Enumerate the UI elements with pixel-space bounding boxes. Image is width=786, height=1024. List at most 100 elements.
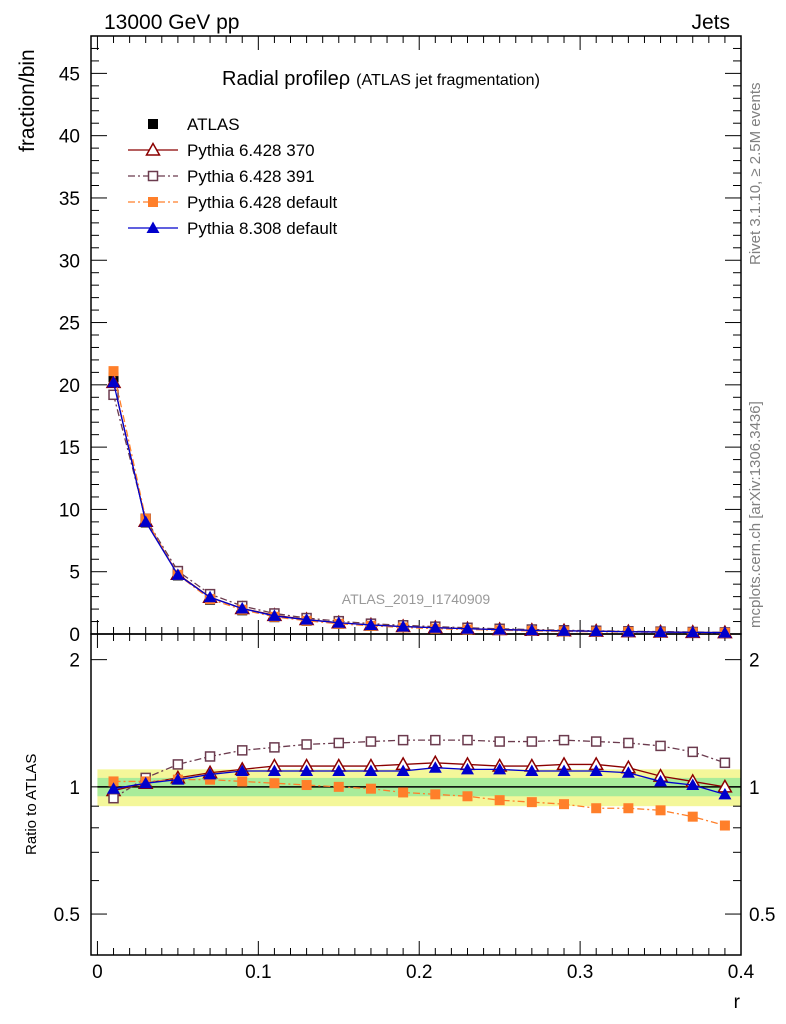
series-3-ratio-line bbox=[113, 779, 726, 827]
series-2-ratio-point bbox=[558, 734, 570, 746]
series-4-main-point bbox=[171, 568, 185, 580]
series-2-ratio-point bbox=[719, 757, 731, 769]
series-3-ratio-point bbox=[398, 787, 409, 798]
series-4-ratio-point bbox=[589, 764, 603, 777]
main-y-tick-label: 30 bbox=[59, 251, 80, 272]
main-axes: 0 5 10 15 20 25 30 35 40 45 bbox=[59, 35, 742, 646]
series-4-ratio-point bbox=[235, 764, 249, 777]
series-2-ratio-point bbox=[333, 737, 345, 749]
series-3-ratio-point bbox=[591, 803, 602, 814]
x-tick-label: 0.1 bbox=[245, 962, 271, 983]
series-3-ratio-point bbox=[462, 791, 473, 802]
chart-subtitle: (ATLAS jet fragmentation) bbox=[356, 72, 540, 89]
ratio-y-tick-label: 1 bbox=[69, 778, 80, 799]
series-3-ratio-point bbox=[430, 789, 441, 800]
legend-item: ATLAS bbox=[148, 115, 240, 134]
series-4-main-point bbox=[718, 626, 732, 638]
series-3-ratio-point bbox=[623, 803, 634, 814]
main-ylabel: fraction/bin bbox=[16, 49, 39, 152]
legend-marker bbox=[147, 170, 159, 182]
series-2-ratio-point bbox=[365, 736, 377, 747]
series-3-ratio-point bbox=[333, 781, 344, 792]
x-tick-label: 0.4 bbox=[728, 962, 755, 983]
series-2-ratio-point bbox=[108, 792, 119, 804]
series-4-main-point bbox=[589, 624, 603, 637]
ratio-ylabel: Ratio to ATLAS bbox=[23, 754, 40, 855]
ratio-series bbox=[97, 734, 741, 831]
series-2-main-point bbox=[108, 389, 119, 401]
main-y-tick-label: 25 bbox=[59, 314, 80, 335]
x-tick-label: 0.2 bbox=[406, 962, 432, 983]
series-4-ratio-point bbox=[525, 764, 539, 777]
series-4-main-point bbox=[686, 625, 700, 638]
main-y-tick-label: 45 bbox=[59, 64, 80, 85]
xlabel: r bbox=[734, 992, 741, 1013]
main-y-tick-label: 15 bbox=[59, 438, 80, 459]
series-4-main-point bbox=[428, 621, 442, 633]
series-4-ratio-point bbox=[107, 782, 121, 794]
mcplots-label: mcplots.cern.ch [arXiv:1306.3436] bbox=[747, 401, 764, 628]
series-4-main-point bbox=[493, 623, 507, 635]
series-4-ratio-point bbox=[267, 764, 281, 777]
legend-marker bbox=[146, 221, 160, 233]
ratio-y-tick-label-right: 0.5 bbox=[749, 905, 775, 926]
series-4-ratio-point bbox=[428, 761, 442, 773]
series-4-ratio-point bbox=[686, 778, 700, 791]
series-4-main-point bbox=[203, 590, 217, 603]
chart-title: Radial profileρ (ATLAS jet fragmentation) bbox=[222, 68, 540, 90]
process-label: Jets bbox=[691, 11, 730, 34]
series-4-main-point bbox=[139, 515, 153, 527]
series-4-main-point bbox=[235, 601, 249, 614]
series-2-ratio-line bbox=[113, 739, 726, 799]
legend-label: Pythia 6.428 default bbox=[187, 193, 338, 212]
x-tick-label: 0 bbox=[92, 962, 103, 983]
series-4-ratio-point bbox=[171, 773, 185, 785]
series-2-ratio-point bbox=[462, 734, 473, 746]
legend-item: Pythia 6.428 391 bbox=[128, 167, 315, 186]
series-2-ratio-point bbox=[623, 737, 634, 749]
series-2-ratio-point bbox=[204, 751, 216, 762]
chart-title-main: Radial profile bbox=[222, 68, 339, 90]
energy-label: 13000 GeV pp bbox=[104, 11, 239, 34]
analysis-watermark: ATLAS_2019_I1740909 bbox=[342, 591, 491, 607]
series-4-main-point bbox=[107, 375, 121, 388]
ratio-y-tick-label: 2 bbox=[69, 651, 80, 672]
series-4-main-point bbox=[267, 609, 281, 621]
legend-label: Pythia 6.428 391 bbox=[187, 167, 315, 186]
ratio-axes: 0 0.1 0.2 0.3 0.4 0.5 0.5 1 1 2 2 bbox=[54, 633, 775, 983]
legend: ATLAS Pythia 6.428 370 Pythia 6.428 391 Pyt… bbox=[128, 115, 338, 238]
legend-item: Pythia 6.428 370 bbox=[128, 141, 315, 160]
legend-item: Pythia 6.428 default bbox=[128, 193, 338, 212]
main-y-tick-label: 20 bbox=[59, 376, 80, 397]
series-4-main-point bbox=[621, 625, 635, 637]
series-2-ratio-point bbox=[236, 745, 248, 756]
series-3-ratio-point bbox=[526, 797, 537, 808]
series-3-ratio-point bbox=[205, 774, 216, 785]
series-4-main-point bbox=[332, 616, 346, 628]
main-y-tick-label: 5 bbox=[69, 563, 80, 584]
series-4-ratio-line bbox=[113, 767, 726, 795]
series-2-ratio-point bbox=[526, 736, 538, 747]
x-tick-label: 0.3 bbox=[567, 962, 593, 983]
main-y-tick-label: 0 bbox=[69, 625, 80, 646]
series-3-ratio-point bbox=[269, 778, 280, 789]
legend-label: ATLAS bbox=[187, 115, 240, 134]
legend-item: Pythia 8.308 default bbox=[128, 219, 338, 238]
series-4-ratio-point bbox=[557, 764, 571, 777]
series-4-ratio-point bbox=[396, 764, 410, 777]
legend-label: Pythia 8.308 default bbox=[187, 219, 338, 238]
series-4-ratio-point bbox=[364, 764, 378, 777]
main-series bbox=[105, 366, 733, 639]
series-3-ratio-point bbox=[559, 799, 570, 810]
series-4-ratio-point bbox=[300, 764, 314, 777]
main-y-tick-label: 40 bbox=[59, 127, 80, 148]
series-3-ratio-point bbox=[108, 776, 119, 787]
ratio-y-tick-label-right: 2 bbox=[749, 651, 760, 672]
series-4-main-point bbox=[300, 613, 314, 625]
series-4-main-line bbox=[112, 382, 725, 634]
series-4-main-point bbox=[557, 624, 571, 636]
series-4-ratio-point bbox=[621, 766, 635, 778]
series-3-ratio-point bbox=[655, 805, 666, 816]
legend-label: Pythia 6.428 370 bbox=[187, 141, 315, 160]
